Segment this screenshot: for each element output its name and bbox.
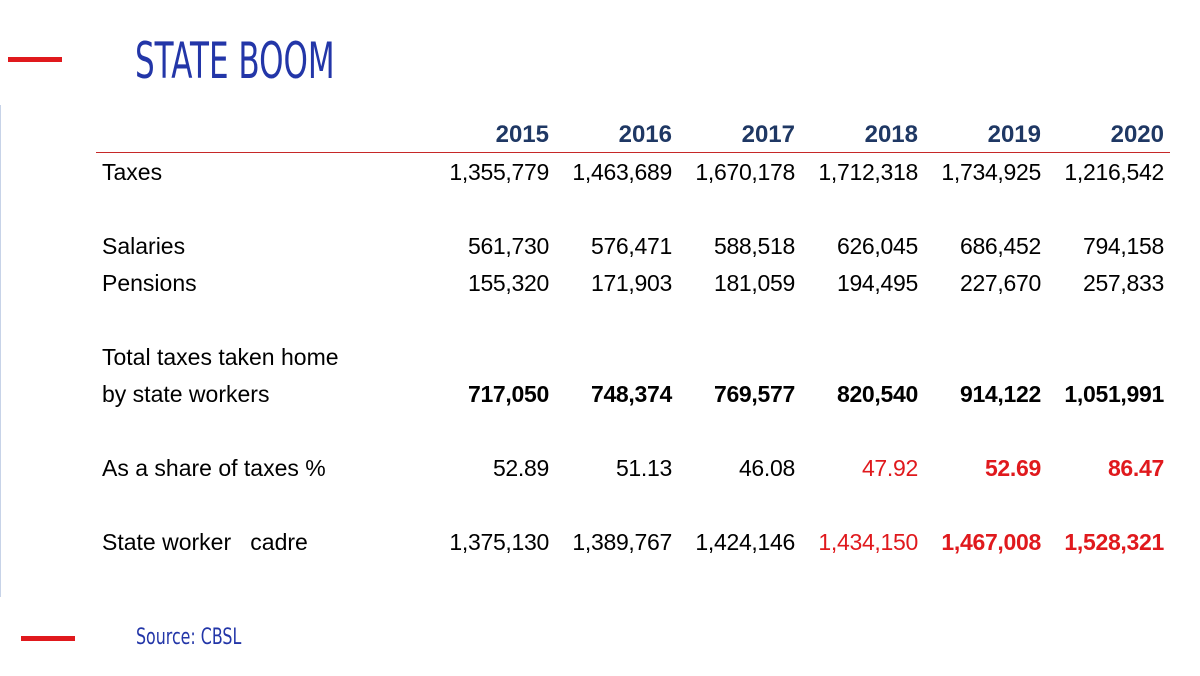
cell: 914,122 — [959, 381, 1041, 407]
row-label: Taxes — [102, 159, 163, 185]
cell: 588,518 — [713, 233, 795, 259]
cell: 576,471 — [590, 233, 672, 259]
row-label: Total taxes taken home — [102, 344, 339, 370]
cell: 561,730 — [467, 233, 549, 259]
cell: 1,670,178 — [695, 159, 795, 185]
cell-highlight: 1,467,008 — [941, 529, 1041, 555]
cell: 820,540 — [836, 381, 918, 407]
cell: 257,833 — [1082, 270, 1164, 296]
cell: 686,452 — [959, 233, 1041, 259]
row-label: As a share of taxes % — [102, 455, 326, 481]
table-header-row: 2015 2016 2017 2018 2019 2020 — [96, 119, 1170, 151]
cell: 46.08 — [738, 455, 795, 481]
row-total-label-line1: Total taxes taken home — [96, 340, 1170, 374]
cell: 1,712,318 — [818, 159, 918, 185]
cell-highlight: 86.47 — [1107, 455, 1164, 481]
cell: 51.13 — [615, 455, 672, 481]
cell: 227,670 — [959, 270, 1041, 296]
bottom-accent-bar — [21, 636, 75, 641]
cell: 717,050 — [467, 381, 549, 407]
cell: 1,355,779 — [449, 159, 549, 185]
cell: 52.89 — [492, 455, 549, 481]
cell: 1,389,767 — [572, 529, 672, 555]
row-salaries: Salaries 561,730 576,471 588,518 626,045… — [96, 229, 1170, 263]
top-accent-bar — [8, 57, 62, 62]
cell: 769,577 — [713, 381, 795, 407]
cell: 1,216,542 — [1064, 159, 1164, 185]
row-total-taxes-taken-home: by state workers 717,050 748,374 769,577… — [96, 377, 1170, 411]
row-state-worker-cadre: State worker cadre 1,375,130 1,389,767 1… — [96, 525, 1170, 559]
row-label: Pensions — [102, 270, 197, 296]
source-note: Source: CBSL — [136, 625, 242, 650]
row-share-of-taxes: As a share of taxes % 52.89 51.13 46.08 … — [96, 451, 1170, 485]
cell-highlight: 1,528,321 — [1064, 529, 1164, 555]
cell: 1,424,146 — [695, 529, 795, 555]
cell: 794,158 — [1082, 233, 1164, 259]
slide-title: STATE BOOM — [135, 32, 335, 90]
cell: 626,045 — [836, 233, 918, 259]
row-label: by state workers — [102, 381, 270, 407]
cell-highlight: 47.92 — [861, 455, 918, 481]
cell-highlight: 52.69 — [984, 455, 1041, 481]
row-label: Salaries — [102, 233, 186, 259]
cell: 181,059 — [713, 270, 795, 296]
year-header-2018: 2018 — [864, 121, 918, 148]
row-pensions: Pensions 155,320 171,903 181,059 194,495… — [96, 266, 1170, 300]
left-divider — [0, 105, 1, 597]
cell: 1,051,991 — [1064, 381, 1164, 407]
row-taxes: Taxes 1,355,779 1,463,689 1,670,178 1,71… — [96, 155, 1170, 189]
cell: 1,463,689 — [572, 159, 672, 185]
cell: 194,495 — [836, 270, 918, 296]
data-table: 2015 2016 2017 2018 2019 2020 Taxes 1,35… — [96, 0, 1170, 600]
year-header-2019: 2019 — [987, 121, 1041, 148]
year-header-2017: 2017 — [741, 121, 795, 148]
cell: 1,375,130 — [449, 529, 549, 555]
cell: 1,734,925 — [941, 159, 1041, 185]
cell: 155,320 — [467, 270, 549, 296]
row-label: State worker cadre — [102, 529, 308, 555]
cell-highlight: 1,434,150 — [818, 529, 918, 555]
cell: 748,374 — [590, 381, 672, 407]
year-header-2016: 2016 — [618, 121, 672, 148]
year-header-2015: 2015 — [495, 121, 549, 148]
cell: 171,903 — [590, 270, 672, 296]
year-header-2020: 2020 — [1110, 121, 1164, 148]
header-divider — [96, 152, 1170, 153]
